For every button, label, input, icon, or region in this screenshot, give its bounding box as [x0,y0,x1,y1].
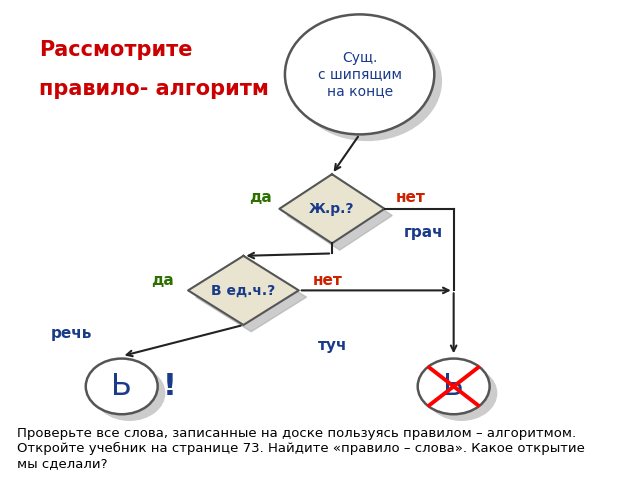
Text: !: ! [163,372,177,401]
Text: Ь: Ь [111,372,132,401]
Text: Ж.р.?: Ж.р.? [309,202,355,216]
Text: нет: нет [312,273,342,288]
Text: нет: нет [396,190,426,205]
Polygon shape [287,181,392,250]
Text: В ед.ч.?: В ед.ч.? [211,283,276,298]
Ellipse shape [93,365,165,421]
Text: речь: речь [51,326,93,341]
Text: да: да [152,273,174,288]
Ellipse shape [418,359,490,414]
Polygon shape [188,256,299,325]
Text: грач: грач [404,225,444,240]
Ellipse shape [285,14,435,134]
Text: Ь: Ь [444,372,464,401]
Text: правило- алгоритм: правило- алгоритм [39,79,269,99]
Polygon shape [280,174,385,243]
Text: Проверьте все слова, записанные на доске пользуясь правилом – алгоритмом.
Открой: Проверьте все слова, записанные на доске… [17,427,584,470]
Text: да: да [250,190,272,205]
Ellipse shape [292,21,442,141]
Polygon shape [196,263,307,332]
Text: туч: туч [318,338,348,353]
Text: Рассмотрите: Рассмотрите [39,40,192,60]
Text: Сущ.
с шипящим
на конце: Сущ. с шипящим на конце [317,51,402,97]
Ellipse shape [86,359,157,414]
Ellipse shape [426,365,497,421]
